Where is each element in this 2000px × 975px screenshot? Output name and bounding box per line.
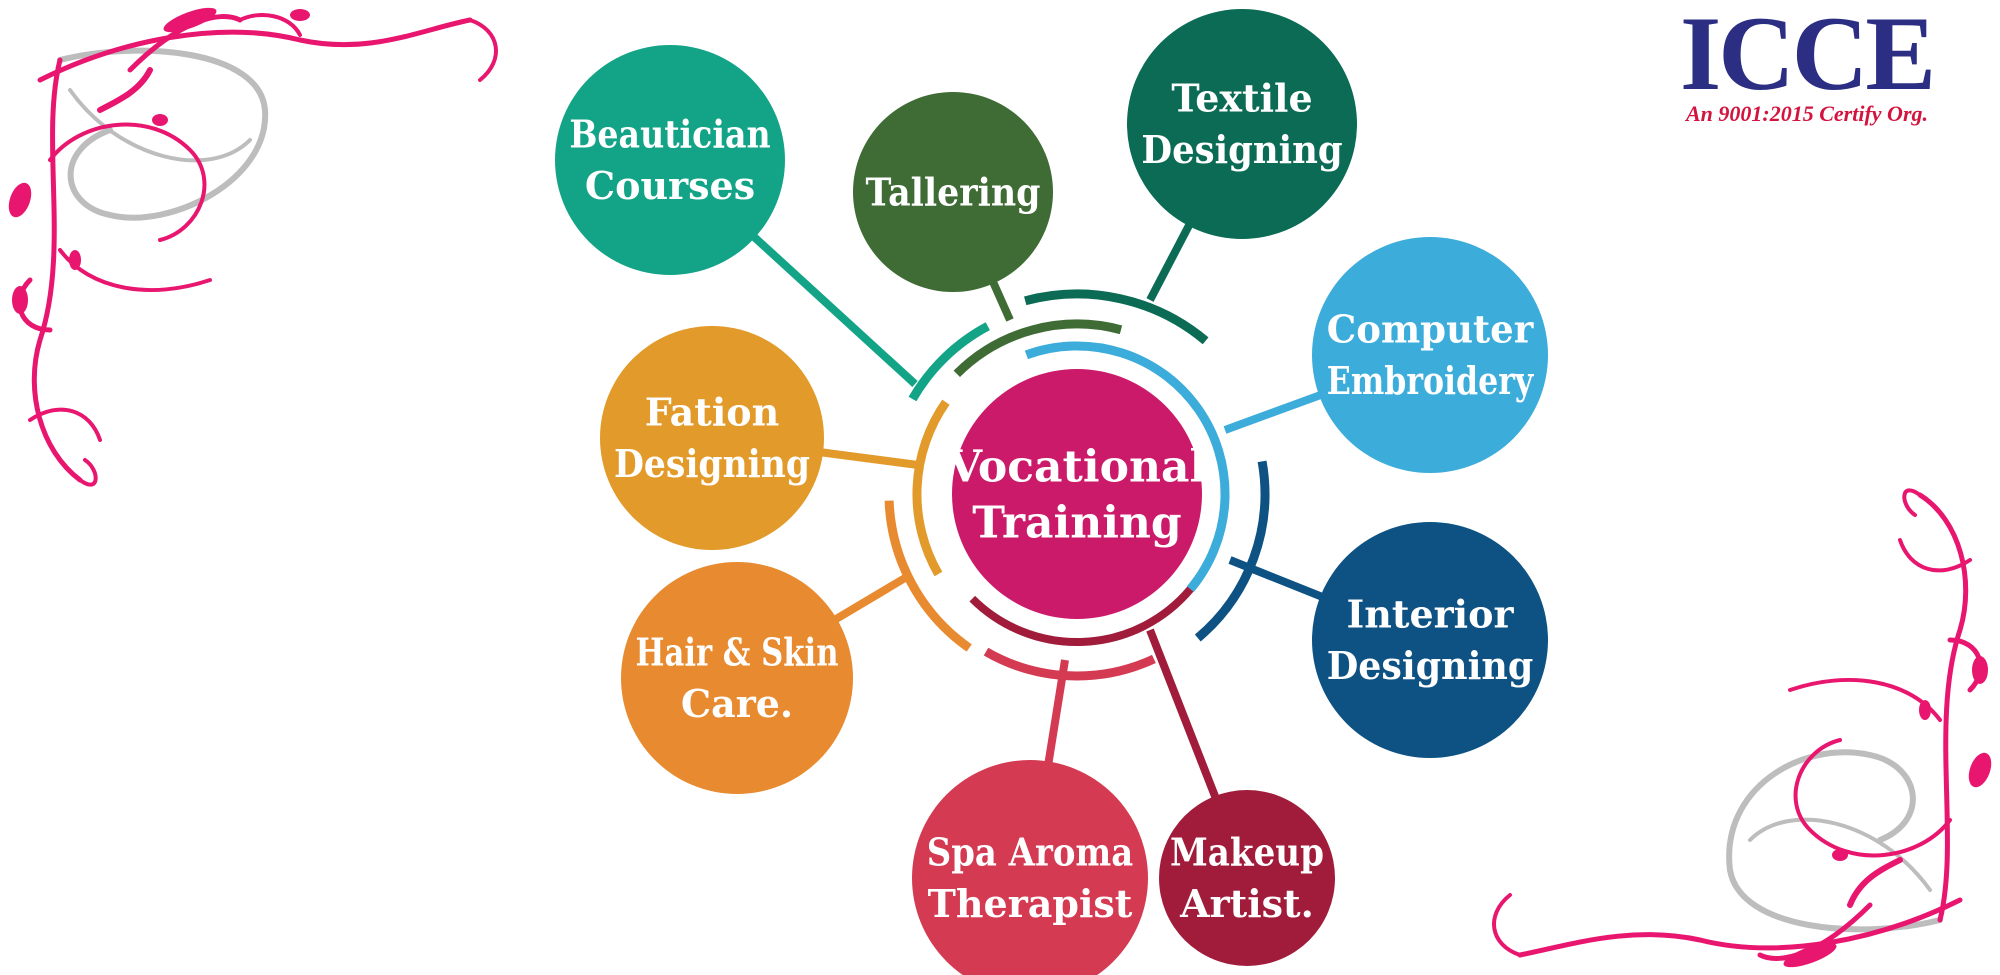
center-label-line-2: Training xyxy=(972,497,1181,548)
node-computer: Computer Embroidery xyxy=(1312,237,1548,473)
node-circle-makeup xyxy=(1159,790,1335,966)
node-circle-fation xyxy=(600,326,824,550)
logo: ICCE An 9001:2015 Certify Org. xyxy=(1680,0,1980,126)
node-label-computer-line-1: Computer xyxy=(1327,307,1534,352)
arc-3 xyxy=(1024,289,1209,345)
node-label-textile-line-1: Textile xyxy=(1171,76,1312,121)
node-makeup: Makeup Artist. xyxy=(1159,790,1335,966)
arc-1 xyxy=(908,322,990,402)
bottom-right-swirl xyxy=(1492,488,1992,968)
node-circle-textile xyxy=(1127,9,1357,239)
arc-2 xyxy=(953,319,1123,377)
node-label-makeup-line-2: Artist. xyxy=(1179,881,1314,926)
node-label-fation-line-1: Fation xyxy=(645,390,779,435)
node-circle-tallering xyxy=(853,92,1053,292)
center-circle xyxy=(952,369,1202,619)
center-label-line-1: Vocational xyxy=(947,441,1206,492)
node-label-hair-line-1: Hair & Skin xyxy=(636,630,839,675)
node-circle-interior xyxy=(1312,522,1548,758)
node-label-spa-line-1: Spa Aroma xyxy=(927,830,1134,875)
node-label-fation-line-2: Designing xyxy=(614,441,810,486)
node-tallering: Tallering xyxy=(853,92,1053,292)
node-circle-beautician xyxy=(555,45,785,275)
arc-7 xyxy=(983,647,1156,681)
node-label-interior-line-1: Interior xyxy=(1347,592,1515,637)
logo-title: ICCE xyxy=(1680,0,1936,112)
node-beautician: Beautician Courses xyxy=(555,45,785,275)
logo-subtitle: An 9001:2015 Certify Org. xyxy=(1686,101,1928,126)
arc-5 xyxy=(1194,460,1270,642)
node-label-tallering-line-1: Tallering xyxy=(866,169,1041,214)
node-label-computer-line-2: Embroidery xyxy=(1327,358,1534,403)
node-label-beautician-line-2: Courses xyxy=(585,163,755,208)
arc-6 xyxy=(969,586,1194,647)
node-spa: Spa Aroma Therapist xyxy=(912,760,1148,975)
nodes: Beautician Courses Tallering Textile Designi… xyxy=(555,9,1548,975)
arc-9 xyxy=(912,399,950,577)
node-interior: Interior Designing xyxy=(1312,522,1548,758)
arc-4 xyxy=(1024,341,1230,592)
node-textile: Textile Designing xyxy=(1127,9,1357,239)
node-label-textile-line-2: Designing xyxy=(1141,127,1342,172)
node-hair: Hair & Skin Care. xyxy=(621,562,853,794)
top-left-swirl xyxy=(8,7,498,487)
node-label-makeup-line-1: Makeup xyxy=(1170,830,1324,875)
node-label-interior-line-2: Designing xyxy=(1327,643,1534,688)
arc-8 xyxy=(884,500,972,652)
node-circle-computer xyxy=(1312,237,1548,473)
node-circle-spa xyxy=(912,760,1148,975)
node-circle-hair xyxy=(621,562,853,794)
center-arcs xyxy=(884,289,1270,681)
node-label-spa-line-2: Therapist xyxy=(928,881,1133,926)
node-label-beautician-line-1: Beautician xyxy=(569,112,770,157)
node-label-hair-line-2: Care. xyxy=(681,681,793,726)
node-fation: Fation Designing xyxy=(600,326,824,550)
